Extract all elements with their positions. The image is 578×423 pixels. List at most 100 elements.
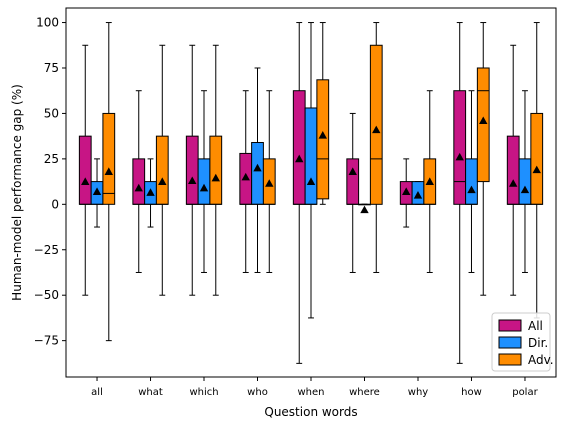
box-adv-why: [423, 90, 437, 273]
legend-label: All: [528, 319, 543, 333]
iqr-box: [78, 135, 92, 205]
iqr-box: [197, 158, 211, 205]
box-all-where: [346, 112, 360, 273]
iqr-box: [369, 44, 383, 205]
x-tick-label-when: when: [297, 387, 324, 398]
iqr-box: [530, 112, 544, 205]
mean-marker: [467, 185, 476, 194]
box-all-why: [399, 158, 413, 228]
mean-marker: [241, 172, 250, 181]
mean-marker: [532, 165, 541, 174]
mean-marker: [413, 191, 423, 199]
mean-marker: [425, 177, 434, 185]
x-tick-label-where: where: [349, 387, 380, 398]
iqr-box: [292, 90, 306, 205]
mean-marker: [265, 179, 274, 187]
box-adv-which: [209, 44, 223, 296]
y-tick-label: 75: [44, 61, 59, 75]
iqr-box: [476, 67, 490, 183]
box-adv-where: [369, 22, 383, 273]
mean-marker: [199, 183, 209, 192]
mean-marker: [318, 131, 327, 139]
mean-marker: [253, 163, 262, 172]
x-tick-label-all: all: [91, 387, 103, 398]
iqr-box: [346, 158, 360, 205]
box-adv-what: [155, 44, 169, 296]
box-adv-all: [102, 22, 116, 342]
y-tick-label: −25: [34, 243, 59, 257]
mean-marker: [81, 177, 90, 185]
x-tick-label-why: why: [408, 387, 429, 398]
iqr-box: [155, 135, 169, 205]
box-dir-what: [144, 158, 157, 228]
x-axis-title: Question words: [264, 405, 357, 419]
x-tick-label-which: which: [189, 387, 218, 398]
box-all-polar: [506, 44, 520, 296]
iqr-box: [316, 79, 330, 200]
mean-marker: [306, 177, 316, 185]
mean-marker: [92, 187, 102, 195]
mean-marker: [455, 152, 464, 161]
iqr-box: [506, 135, 520, 205]
y-tick-label: −75: [34, 334, 59, 348]
box-dir-where: [358, 203, 371, 214]
plot-frame: [65, 7, 557, 378]
x-axis-ticks: all what which who when where why how polar: [91, 377, 539, 398]
iqr-box: [209, 135, 223, 205]
legend-label: Adv.: [528, 353, 554, 367]
x-tick-label-polar: polar: [512, 387, 538, 398]
box-dir-polar: [518, 90, 532, 273]
box-all-how: [453, 22, 467, 364]
iqr-box: [132, 158, 146, 205]
y-axis-ticks: −75 −50 −25 0 25 50 75 100: [34, 16, 66, 348]
box-dir-who: [251, 67, 264, 273]
iqr-box: [185, 135, 199, 205]
box-all-which: [185, 44, 199, 296]
iqr-box: [518, 158, 532, 205]
x-tick-label-who: who: [247, 387, 268, 398]
iqr-box: [453, 90, 467, 205]
box-all-all: [78, 44, 92, 296]
mean-marker: [372, 125, 381, 134]
legend-swatch: [498, 336, 522, 349]
legend-swatch: [498, 319, 522, 332]
mean-marker: [295, 154, 304, 163]
mean-marker: [509, 179, 518, 187]
box-plot-marks: [78, 22, 544, 364]
mean-marker: [479, 116, 488, 125]
box-dir-why: [411, 181, 425, 205]
box-adv-polar: [530, 22, 544, 319]
legend: All Dir. Adv.: [491, 312, 554, 372]
x-tick-label-how: how: [461, 387, 482, 398]
legend-swatch: [498, 353, 522, 366]
legend-label: Dir.: [528, 336, 548, 350]
mean-marker: [402, 187, 411, 195]
box-all-who: [239, 90, 253, 273]
box-dir-all: [90, 158, 104, 228]
mean-marker: [104, 167, 113, 175]
x-tick-label-what: what: [138, 387, 163, 398]
mean-marker: [211, 173, 220, 182]
mean-marker: [348, 167, 357, 175]
box-adv-when: [316, 22, 330, 205]
mean-marker: [158, 177, 167, 185]
y-tick-label: 0: [51, 197, 59, 211]
box-all-what: [132, 90, 146, 273]
mean-marker: [134, 183, 143, 192]
y-axis-title: Human-model performance gap (%): [10, 84, 24, 301]
iqr-box: [465, 158, 478, 205]
box-adv-who: [262, 90, 276, 273]
box-dir-how: [465, 90, 478, 273]
y-tick-label: 100: [36, 16, 59, 30]
iqr-box: [251, 142, 264, 205]
box-all-when: [292, 22, 306, 364]
mean-marker: [360, 205, 369, 214]
y-tick-label: 25: [44, 152, 59, 166]
box-dir-which: [197, 90, 211, 273]
mean-marker: [146, 188, 155, 196]
iqr-box: [102, 112, 116, 205]
iqr-box: [304, 107, 318, 205]
mean-marker: [520, 185, 530, 194]
box-dir-when: [304, 22, 318, 319]
